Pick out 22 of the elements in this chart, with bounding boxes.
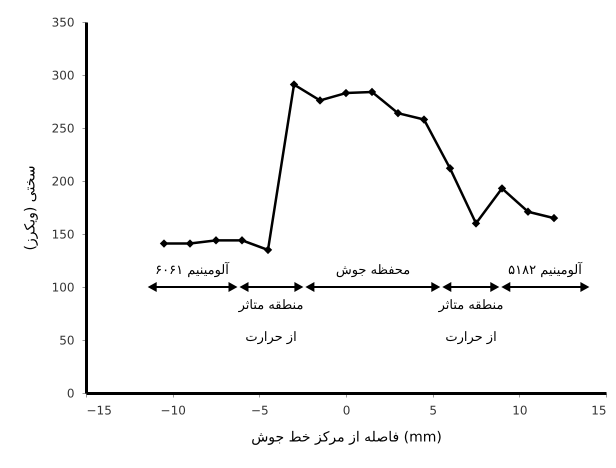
text: منطقه متاثر از حرارت bbox=[238, 298, 304, 345]
x-tick-label: −5 bbox=[250, 404, 269, 418]
y-tick-label: 0 bbox=[66, 386, 74, 400]
y-tick-label: 250 bbox=[52, 122, 74, 136]
text: منطقه متاثر از حرارت bbox=[438, 298, 504, 345]
annotation: محفظه جوش bbox=[336, 263, 410, 278]
y-tick-label: 300 bbox=[52, 68, 74, 82]
y-tick-label: 350 bbox=[52, 16, 74, 30]
x-tick-label: 0 bbox=[342, 404, 350, 418]
y-tick-label: 150 bbox=[52, 228, 74, 242]
y-tick-label: 200 bbox=[52, 174, 74, 188]
x-tick-label: 15 bbox=[591, 404, 606, 418]
y-tick-label: 50 bbox=[59, 334, 74, 348]
y-axis-title: سختی (ویکرز) bbox=[22, 166, 39, 250]
y-tick-label: 100 bbox=[52, 280, 74, 294]
x-tick-label: 10 bbox=[512, 404, 528, 418]
x-tick-label: 5 bbox=[429, 404, 437, 418]
x-tick-label: −10 bbox=[160, 404, 186, 418]
annotation: آلومینیم ۶۰۶۱ bbox=[155, 261, 230, 278]
x-tick-label: −15 bbox=[86, 404, 112, 418]
annotation: آلومینیم ۵۱۸۲ bbox=[508, 261, 584, 278]
x-axis-title: فاصله از مرکز خط جوش (mm) bbox=[251, 430, 442, 446]
